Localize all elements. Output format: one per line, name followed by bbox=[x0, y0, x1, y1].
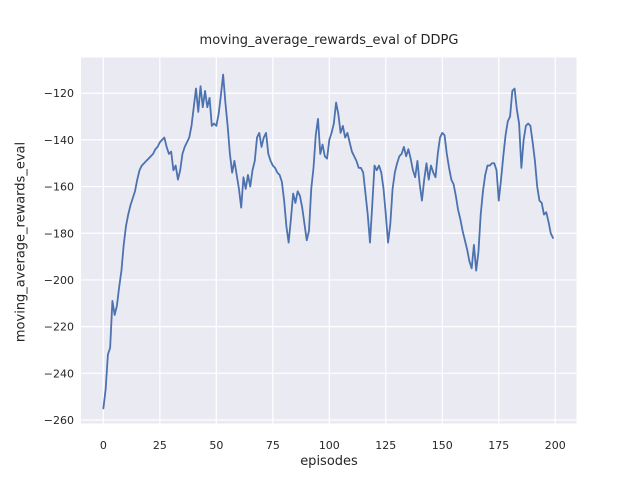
x-tick-label: 0 bbox=[100, 439, 107, 452]
x-tick-label: 100 bbox=[319, 439, 340, 452]
x-tick-label: 200 bbox=[545, 439, 566, 452]
y-tick-label: −160 bbox=[44, 181, 74, 194]
y-tick-label: −240 bbox=[44, 367, 74, 380]
y-tick-label: −120 bbox=[44, 87, 74, 100]
x-axis-label: episodes bbox=[300, 454, 358, 469]
x-tick-label: 50 bbox=[209, 439, 223, 452]
rewards-line-series bbox=[102, 73, 554, 410]
x-tick-label: 175 bbox=[488, 439, 509, 452]
y-tick-label: −140 bbox=[44, 134, 74, 147]
x-tick-label: 150 bbox=[432, 439, 453, 452]
y-tick-label: −200 bbox=[44, 274, 74, 287]
x-tick-label: 75 bbox=[266, 439, 280, 452]
chart-title: moving_average_rewards_eval of DDPG bbox=[199, 33, 459, 48]
y-tick-label: −260 bbox=[44, 414, 74, 427]
y-tick-label: −180 bbox=[44, 227, 74, 240]
y-tick-label: −220 bbox=[44, 321, 74, 334]
x-tick-label: 25 bbox=[153, 439, 167, 452]
x-tick-label: 125 bbox=[375, 439, 396, 452]
y-axis-label: moving_average_rewards_eval bbox=[13, 141, 29, 343]
